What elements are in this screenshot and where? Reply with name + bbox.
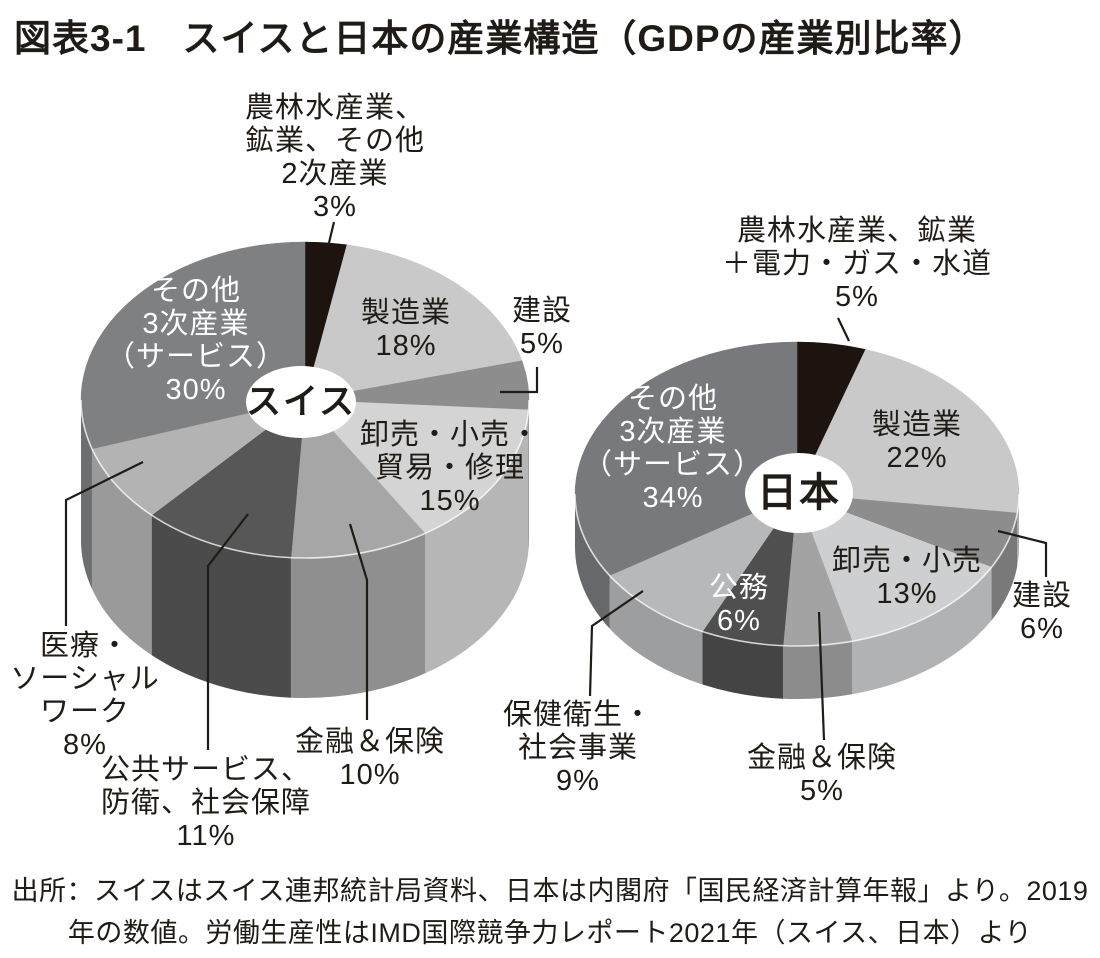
pie-center-hole [745, 453, 853, 533]
pie-slice-wall [852, 567, 992, 695]
slice-label-line: 公務 [708, 572, 770, 604]
slice-label-line: 金融＆保険 [294, 726, 446, 758]
pie-slice-wall [290, 533, 426, 699]
slice-label-line: 金融＆保険 [746, 742, 898, 774]
pie-slice [796, 349, 1020, 514]
slice-label-line: 製造業 [871, 409, 963, 441]
slice-label: 製造業 18% [361, 297, 451, 363]
slice-label-line: 製造業 [360, 297, 452, 329]
slice-label: 保健衛生・ 社会事業 9% [503, 699, 653, 798]
slice-label-line: 公共サービス、 [100, 754, 312, 786]
slice-label: 公共サービス、 防衛、社会保障 11% [101, 754, 311, 853]
slice-label-line: 15% [419, 485, 481, 517]
slice-label: 卸売・小売・ 貿易・修理 15% [360, 419, 540, 518]
slice-label-line: 22% [886, 442, 948, 474]
slice-label-line: 5% [835, 281, 879, 313]
slice-label: 建設 6% [1012, 580, 1072, 646]
slice-label-line: 卸売・小売 [831, 545, 983, 577]
pie-rim-highlight [80, 399, 530, 559]
slice-label-line: ソーシャル [10, 663, 160, 695]
slice-label-line: 34% [642, 482, 704, 514]
pie-slice-wall [609, 575, 703, 685]
pie-center-label: 日本 [757, 471, 841, 515]
slice-label: 農林水産業、鉱業 ＋電力・ガス・水道 5% [722, 215, 992, 314]
slice-label-line: ワーク [39, 696, 131, 728]
slice-label-line: 農林水産業、 [244, 92, 426, 124]
slice-label: 卸売・小売 13% [832, 545, 982, 611]
slice-label-line: 30% [165, 374, 227, 406]
leader-line [64, 461, 144, 626]
slice-label-line: 防衛、社会保障 [100, 787, 312, 819]
leader-line [837, 317, 850, 342]
slice-label: 建設 5% [512, 295, 572, 361]
source-line-1: 出所：スイスはスイス連邦統計局資料、日本は内閣府「国民経済計算年報」より。201… [11, 876, 1089, 906]
slice-label-line: ＋電力・ガス・水道 [721, 248, 993, 280]
leader-line [997, 529, 1048, 577]
page-title: 図表3-1 スイスと日本の産業構造（GDPの産業別比率） [14, 8, 987, 62]
slice-label-line: 社会事業 [517, 732, 639, 764]
leader-line [817, 611, 826, 741]
slice-label: 公務 6% [709, 572, 769, 638]
pie-slice-wall [91, 448, 152, 656]
slice-label: その他 3次産業 （サービス） 34% [583, 383, 763, 515]
slice-label-line: 建設 [511, 295, 573, 327]
source-line-2: 年の数値。労働生産性はIMD国際競争力レポート2021年（スイス、日本）より [67, 918, 1033, 948]
slice-label-line: 5% [520, 328, 564, 360]
slice-label-line: その他 [150, 275, 242, 307]
slice-label-line: 10% [339, 759, 401, 791]
slice-label: 農林水産業、 鉱業、その他 2次産業 3% [245, 92, 425, 224]
slice-label-line: 8% [63, 729, 107, 761]
pie-slice-wall [81, 400, 92, 589]
slice-label-line: 鉱業、その他 [244, 125, 426, 157]
pie-slice-wall [425, 409, 529, 674]
slice-label-line: 3次産業 [142, 308, 250, 340]
leader-line [500, 367, 539, 394]
slice-label-line: （サービス） [582, 449, 764, 481]
pie-slice-wall [702, 631, 784, 699]
leader-line [206, 513, 249, 750]
slice-label-line: 6% [717, 605, 761, 637]
slice-label-line: 3次産業 [619, 416, 727, 448]
slice-label: 金融＆保険 5% [747, 742, 897, 808]
pie-slice-wall [783, 641, 853, 700]
pie-rim-highlight [574, 493, 1020, 647]
leader-line [326, 221, 336, 248]
slice-label-line: その他 [627, 383, 719, 415]
slice-label: 医療・ ソーシャル ワーク 8% [10, 630, 159, 762]
pie-slice-wall [151, 515, 291, 698]
slice-label-line: 5% [800, 775, 844, 807]
slice-label: 金融＆保険 10% [295, 726, 445, 792]
slice-label-line: 9% [556, 765, 600, 797]
slice-label-line: 13% [876, 578, 938, 610]
pie-center-label: スイス [246, 383, 356, 422]
leader-line [588, 590, 644, 697]
slice-label: 製造業 22% [872, 409, 962, 475]
slice-label-line: （サービス） [105, 341, 287, 373]
pie-slice-wall [991, 513, 1018, 621]
slice-label-line: 保健衛生・ [502, 699, 654, 731]
slice-label-line: 11% [176, 820, 236, 852]
slice-label-line: 18% [375, 330, 437, 362]
slice-label-line: 3% [313, 191, 357, 223]
source-note: 出所：スイスはスイス連邦統計局資料、日本は内閣府「国民経済計算年報」より。201… [0, 870, 1100, 954]
slice-label-line: 6% [1020, 613, 1064, 645]
figure-title-text: スイスと日本の産業構造（GDPの産業別比率） [182, 18, 987, 59]
slice-label-line: 2次産業 [281, 158, 389, 190]
pie-slice [304, 244, 523, 401]
slice-label-line: 建設 [1011, 580, 1073, 612]
slice-label-line: 医療・ [39, 630, 131, 662]
pie-slice-wall [575, 494, 610, 629]
figure-number-label: 図表3-1 [14, 18, 147, 59]
slice-label-line: 農林水産業、鉱業 [736, 215, 978, 247]
slice-label-line: 卸売・小売・ [359, 419, 541, 451]
leader-line [348, 523, 369, 720]
slice-label-line: 貿易・修理 [374, 452, 526, 484]
slice-label: その他 3次産業 （サービス） 30% [106, 275, 286, 407]
pie-center-hole [246, 366, 356, 438]
